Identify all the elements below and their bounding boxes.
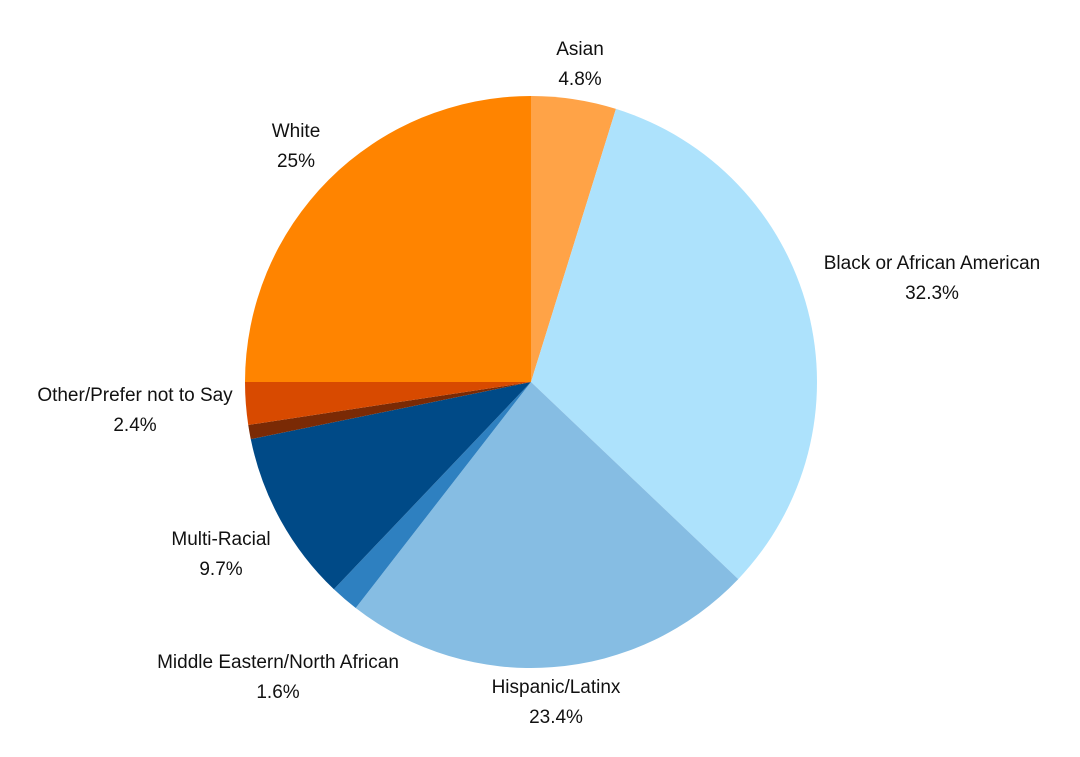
- slice-value-label-multi-racial: 9.7%: [199, 559, 242, 580]
- slice-label-black-or-african-american: Black or African American: [824, 253, 1040, 274]
- slice-value-label-hispanic-latinx: 23.4%: [529, 707, 583, 728]
- pie-slice-black-or-african-american: [531, 108, 818, 580]
- slice-label-asian: Asian: [556, 39, 604, 60]
- slice-value-label-white: 25%: [277, 151, 315, 172]
- pie-slice-unlabeled: [248, 382, 531, 440]
- pie-slice-hispanic-latinx: [355, 382, 739, 668]
- slice-value-label-black-or-african-american: 32.3%: [905, 283, 959, 304]
- slice-label-white: White: [272, 121, 321, 142]
- slice-label-other-prefer-not-to-say: Other/Prefer not to Say: [37, 385, 233, 406]
- pie-slice-middle-eastern-north-african: [333, 382, 531, 608]
- pie-slices: [245, 96, 818, 668]
- slice-label-multi-racial: Multi-Racial: [171, 529, 270, 550]
- slice-label-hispanic-latinx: Hispanic/Latinx: [492, 677, 621, 698]
- slice-value-label-asian: 4.8%: [558, 69, 601, 90]
- pie-slice-white: [245, 96, 531, 382]
- slice-label-middle-eastern-north-african: Middle Eastern/North African: [157, 652, 399, 673]
- pie-slice-asian: [531, 96, 616, 382]
- pie-labels: Asian 4.8% Black or African American 32.3% H…: [37, 39, 1040, 728]
- slice-value-label-middle-eastern-north-african: 1.6%: [256, 682, 299, 703]
- pie-slice-multi-racial: [250, 382, 531, 590]
- slice-value-label-other-prefer-not-to-say: 2.4%: [113, 415, 156, 436]
- pie-slice-other-prefer-not-to-say: [245, 382, 531, 425]
